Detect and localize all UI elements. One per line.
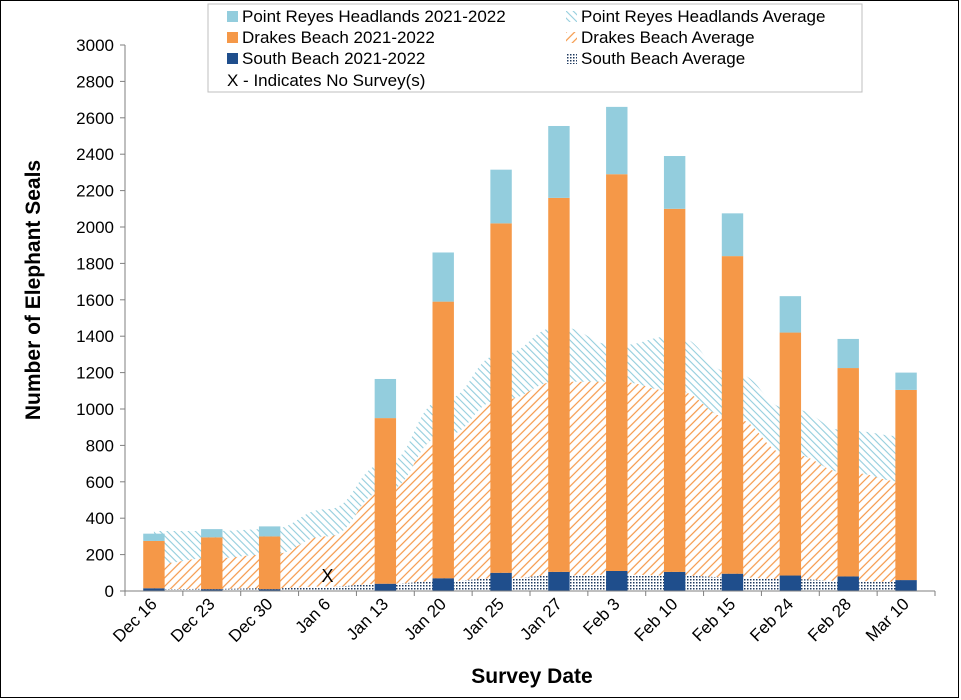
- legend-swatch-headlands-2122: [227, 11, 238, 22]
- bar-point-reyes-headlands-2021-2022-feb-3: [606, 106, 628, 175]
- bar-drakes-beach-2021-2022-feb-3: [606, 174, 628, 571]
- x-tick-label: Dec 16: [109, 594, 161, 646]
- bar-south-beach-2021-2022-jan-27: [548, 571, 570, 591]
- average-area-south-beach-average: [153, 574, 907, 591]
- y-tick-labels: 0 200 400 600 800 1000 1200 1400 1600 1800 2000 220…: [76, 36, 114, 601]
- legend: Point Reyes Headlands 2021-2022 Point Re…: [207, 3, 863, 93]
- legend-label-south-average: South Beach Average: [581, 49, 745, 68]
- x-tick-label: Jan 25: [458, 594, 508, 644]
- x-tick-label: Jan 6: [291, 594, 334, 637]
- x-tick-label: Jan 13: [343, 594, 393, 644]
- x-tick-label: Feb 3: [579, 594, 623, 638]
- bar-point-reyes-headlands-2021-2022-jan-27: [548, 125, 570, 198]
- bar-point-reyes-headlands-2021-2022-mar-10: [895, 372, 917, 390]
- bar-drakes-beach-2021-2022-jan-25: [490, 223, 512, 573]
- legend-label-headlands-average: Point Reyes Headlands Average: [581, 7, 825, 26]
- average-areas: [153, 327, 907, 591]
- y-tick-label: 600: [86, 473, 114, 492]
- legend-box: [207, 3, 863, 93]
- x-tick-label: Jan 20: [401, 594, 451, 644]
- legend-swatch-drakes-average: [566, 32, 577, 43]
- y-tick-label: 1000: [76, 400, 114, 419]
- x-tick-label: Dec 23: [167, 594, 219, 646]
- x-tick-labels: Dec 16 Dec 23 Dec 30 Jan 6 Jan 13 Jan 20 Jan 2…: [109, 594, 913, 646]
- bar-drakes-beach-2021-2022-dec-23: [201, 537, 223, 590]
- legend-swatch-drakes-2122: [227, 32, 238, 43]
- legend-label-drakes-average: Drakes Beach Average: [581, 28, 755, 47]
- bar-drakes-beach-2021-2022-dec-16: [143, 540, 165, 589]
- bar-point-reyes-headlands-2021-2022-dec-30: [258, 526, 281, 537]
- bar-south-beach-2021-2022-dec-30: [258, 589, 281, 591]
- bar-drakes-beach-2021-2022-jan-13: [374, 418, 397, 584]
- x-tick-label: Feb 28: [804, 594, 855, 645]
- bar-point-reyes-headlands-2021-2022-jan-25: [490, 169, 512, 224]
- bar-point-reyes-headlands-2021-2022-feb-15: [721, 213, 744, 257]
- y-tick-label: 800: [86, 436, 114, 455]
- legend-label-headlands-2122: Point Reyes Headlands 2021-2022: [242, 7, 506, 26]
- bar-drakes-beach-2021-2022-feb-10: [663, 208, 686, 572]
- x-tick-label: Feb 15: [688, 594, 739, 645]
- legend-label-drakes-2122: Drakes Beach 2021-2022: [242, 28, 435, 47]
- bar-point-reyes-headlands-2021-2022-dec-23: [201, 529, 223, 538]
- average-area-drakes-beach-average: [153, 381, 907, 591]
- bar-south-beach-2021-2022-feb-24: [779, 575, 802, 591]
- legend-label-no-survey: X - Indicates No Survey(s): [227, 71, 425, 90]
- bar-south-beach-2021-2022-jan-20: [432, 578, 454, 591]
- bar-south-beach-2021-2022-feb-3: [606, 570, 628, 591]
- legend-swatch-south-average: [566, 53, 577, 64]
- y-tick-label: 1800: [76, 254, 114, 273]
- y-tick-label: 2400: [76, 145, 114, 164]
- bar-south-beach-2021-2022-jan-25: [490, 572, 512, 591]
- x-tick-label: Mar 10: [862, 594, 913, 645]
- bar-drakes-beach-2021-2022-mar-10: [895, 389, 917, 581]
- y-tick-label: 2000: [76, 218, 114, 237]
- bar-south-beach-2021-2022-mar-10: [895, 580, 917, 591]
- x-tick-label: Feb 10: [631, 594, 682, 645]
- bar-drakes-beach-2021-2022-jan-20: [432, 301, 454, 579]
- x-tick-label: Feb 24: [746, 594, 797, 645]
- bar-drakes-beach-2021-2022-feb-15: [721, 256, 744, 574]
- bar-south-beach-2021-2022-feb-15: [721, 573, 744, 591]
- bars: [143, 106, 917, 591]
- x-tick-label: Dec 30: [225, 594, 277, 646]
- bar-point-reyes-headlands-2021-2022-jan-13: [374, 378, 397, 419]
- y-tick-label: 200: [86, 546, 114, 565]
- no-survey-marker: X: [321, 566, 333, 586]
- no-survey-markers: X: [321, 566, 333, 586]
- bar-south-beach-2021-2022-dec-16: [143, 588, 165, 591]
- y-tick-label: 1600: [76, 291, 114, 310]
- y-tick-label: 3000: [76, 36, 114, 55]
- bar-point-reyes-headlands-2021-2022-feb-24: [779, 296, 802, 333]
- y-tick-label: 400: [86, 509, 114, 528]
- bar-south-beach-2021-2022-feb-10: [663, 571, 686, 591]
- bar-drakes-beach-2021-2022-feb-28: [837, 368, 859, 577]
- bar-point-reyes-headlands-2021-2022-dec-16: [143, 533, 165, 541]
- bar-drakes-beach-2021-2022-dec-30: [258, 536, 281, 590]
- y-tick-label: 1400: [76, 327, 114, 346]
- axes: [120, 44, 936, 596]
- bar-point-reyes-headlands-2021-2022-feb-28: [837, 338, 859, 369]
- legend-label-south-2122: South Beach 2021-2022: [242, 49, 425, 68]
- legend-swatch-south-2122: [227, 53, 238, 64]
- bar-south-beach-2021-2022-feb-28: [837, 576, 859, 591]
- y-tick-label: 2800: [76, 72, 114, 91]
- bar-drakes-beach-2021-2022-feb-24: [779, 332, 802, 576]
- bar-point-reyes-headlands-2021-2022-jan-20: [432, 252, 454, 302]
- bar-point-reyes-headlands-2021-2022-feb-10: [663, 156, 686, 209]
- bar-south-beach-2021-2022-dec-23: [201, 589, 223, 591]
- legend-swatch-headlands-average: [566, 11, 577, 22]
- y-tick-label: 2600: [76, 109, 114, 128]
- y-tick-label: 2200: [76, 182, 114, 201]
- bar-drakes-beach-2021-2022-jan-27: [548, 197, 570, 572]
- x-tick-label: Jan 27: [516, 594, 566, 644]
- y-tick-label: 0: [105, 582, 114, 601]
- y-tick-label: 1200: [76, 364, 114, 383]
- bar-south-beach-2021-2022-jan-13: [374, 583, 397, 591]
- x-axis-title: Survey Date: [471, 665, 592, 688]
- y-axis-title: Number of Elephant Seals: [22, 160, 45, 420]
